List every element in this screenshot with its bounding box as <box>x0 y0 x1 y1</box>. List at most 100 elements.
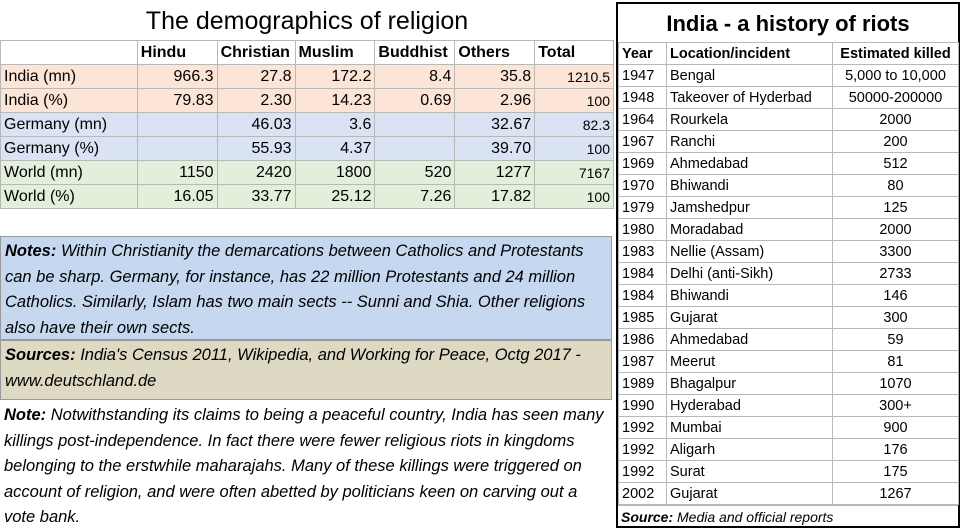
riot-row: 1992 Mumbai 900 <box>618 416 959 439</box>
riot-location: Gujarat <box>666 306 833 329</box>
riot-row: 1985 Gujarat 300 <box>618 306 959 329</box>
riot-year: 1964 <box>618 108 667 131</box>
religion-row: India (mn) 966.3 27.8 172.2 8.4 35.8 1210.5 <box>0 64 614 89</box>
riot-killed: 900 <box>832 416 959 439</box>
notes-label: Notes: <box>5 242 57 260</box>
riot-killed: 176 <box>832 438 959 461</box>
col-header-buddhist: Buddhist <box>374 40 456 65</box>
cell-value: 1210.5 <box>534 64 614 89</box>
religion-row: World (%) 16.05 33.77 25.12 7.26 17.82 100 <box>0 184 614 209</box>
note-box: Note: Notwithstanding its claims to bein… <box>0 401 612 530</box>
cell-value <box>374 112 456 137</box>
riot-row: 1980 Moradabad 2000 <box>618 218 959 241</box>
col-header-christian: Christian <box>216 40 296 65</box>
riot-year: 1948 <box>618 86 667 109</box>
riot-year: 1992 <box>618 438 667 461</box>
cell-value: 2.30 <box>216 88 296 113</box>
riots-table: Year Location/incident Estimated killed … <box>618 42 959 505</box>
riot-year: 1984 <box>618 284 667 307</box>
religion-row: World (mn) 1150 2420 1800 520 1277 7167 <box>0 160 614 185</box>
cell-value: 1150 <box>136 160 218 185</box>
note-text: Notwithstanding its claims to being a pe… <box>4 406 604 527</box>
row-label: Germany (mn) <box>0 112 138 137</box>
cell-value: 100 <box>534 136 614 161</box>
riot-year: 1979 <box>618 196 667 219</box>
riot-row: 1979 Jamshedpur 125 <box>618 196 959 219</box>
row-label: India (%) <box>0 88 138 113</box>
riot-location: Surat <box>666 460 833 483</box>
riot-year: 1947 <box>618 64 667 87</box>
riot-killed: 3300 <box>832 240 959 263</box>
riot-killed: 300 <box>832 306 959 329</box>
riot-location: Ahmedabad <box>666 328 833 351</box>
col-header-muslim: Muslim <box>294 40 376 65</box>
cell-value <box>136 112 218 137</box>
cell-value: 14.23 <box>294 88 376 113</box>
riot-location: Gujarat <box>666 482 833 505</box>
col-header-year: Year <box>618 42 667 65</box>
riot-year: 1984 <box>618 262 667 285</box>
cell-value: 3.6 <box>294 112 376 137</box>
col-header-total: Total <box>534 40 614 65</box>
notes-text: Within Christianity the demarcations bet… <box>5 242 586 337</box>
riots-panel: India - a history of riots Year Location… <box>616 2 960 528</box>
riot-row: 1992 Surat 175 <box>618 460 959 483</box>
riots-source-text: Media and official reports <box>677 509 834 525</box>
col-header-others: Others <box>454 40 536 65</box>
cell-value: 4.37 <box>294 136 376 161</box>
religion-row: Germany (mn) 46.03 3.6 32.67 82.3 <box>0 112 614 137</box>
cell-value <box>374 136 456 161</box>
riot-location: Jamshedpur <box>666 196 833 219</box>
cell-value: 1800 <box>294 160 376 185</box>
riot-killed: 81 <box>832 350 959 373</box>
cell-value: 16.05 <box>136 184 218 209</box>
cell-value: 7167 <box>534 160 614 185</box>
riot-location: Delhi (anti-Sikh) <box>666 262 833 285</box>
riot-row: 1983 Nellie (Assam) 3300 <box>618 240 959 263</box>
sources-text: India's Census 2011, Wikipedia, and Work… <box>5 346 581 390</box>
riot-location: Nellie (Assam) <box>666 240 833 263</box>
cell-value: 966.3 <box>136 64 218 89</box>
row-label: World (%) <box>0 184 138 209</box>
riots-header-row: Year Location/incident Estimated killed <box>618 42 959 65</box>
riot-row: 1947 Bengal 5,000 to 10,000 <box>618 64 959 87</box>
riot-location: Mumbai <box>666 416 833 439</box>
cell-value: 8.4 <box>374 64 456 89</box>
riot-location: Bhiwandi <box>666 174 833 197</box>
riot-row: 1987 Meerut 81 <box>618 350 959 373</box>
riot-year: 1970 <box>618 174 667 197</box>
cell-value: 172.2 <box>294 64 376 89</box>
cell-value: 27.8 <box>216 64 296 89</box>
riot-year: 1992 <box>618 416 667 439</box>
riot-year: 2002 <box>618 482 667 505</box>
cell-value: 32.67 <box>454 112 536 137</box>
religion-table: Hindu Christian Muslim Buddhist Others T… <box>0 40 614 209</box>
riots-source-label: Source: <box>621 509 674 525</box>
riot-year: 1987 <box>618 350 667 373</box>
cell-value: 33.77 <box>216 184 296 209</box>
riot-year: 1967 <box>618 130 667 153</box>
cell-value: 55.93 <box>216 136 296 161</box>
riot-location: Takeover of Hyderbad <box>666 86 833 109</box>
riot-killed: 59 <box>832 328 959 351</box>
riot-row: 1948 Takeover of Hyderbad 50000-200000 <box>618 86 959 109</box>
riot-killed: 80 <box>832 174 959 197</box>
cell-value: 2420 <box>216 160 296 185</box>
riot-row: 1964 Rourkela 2000 <box>618 108 959 131</box>
riot-year: 1983 <box>618 240 667 263</box>
riot-killed: 300+ <box>832 394 959 417</box>
riot-killed: 50000-200000 <box>832 86 959 109</box>
cell-value: 82.3 <box>534 112 614 137</box>
riot-row: 1989 Bhagalpur 1070 <box>618 372 959 395</box>
riot-location: Moradabad <box>666 218 833 241</box>
riot-killed: 146 <box>832 284 959 307</box>
row-label: India (mn) <box>0 64 138 89</box>
note-label: Note: <box>4 406 47 424</box>
riot-killed: 175 <box>832 460 959 483</box>
col-header-killed: Estimated killed <box>832 42 959 65</box>
riot-year: 1990 <box>618 394 667 417</box>
riot-year: 1985 <box>618 306 667 329</box>
riot-year: 1980 <box>618 218 667 241</box>
cell-value: 100 <box>534 88 614 113</box>
riot-year: 1969 <box>618 152 667 175</box>
